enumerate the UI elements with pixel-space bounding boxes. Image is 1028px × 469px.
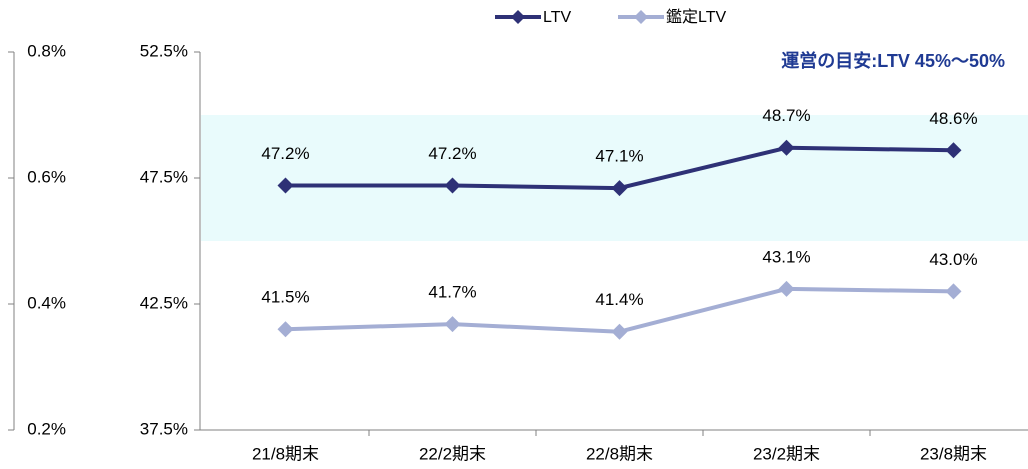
point bbox=[778, 139, 795, 156]
data-label: 43.1% bbox=[762, 247, 810, 266]
data-label: 47.2% bbox=[428, 144, 476, 163]
y2-tick-label: 0.8% bbox=[27, 41, 66, 60]
data-label: 47.2% bbox=[261, 144, 309, 163]
point bbox=[444, 177, 461, 194]
point bbox=[611, 180, 628, 197]
legend-marker bbox=[634, 10, 648, 24]
x-tick-label: 23/8期末 bbox=[920, 444, 987, 463]
x-tick-label: 22/8期末 bbox=[586, 444, 653, 463]
data-label: 48.6% bbox=[929, 109, 977, 128]
data-label: 43.0% bbox=[929, 250, 977, 269]
data-label: 41.5% bbox=[261, 288, 309, 307]
x-tick-label: 23/2期末 bbox=[753, 444, 820, 463]
y2-tick-label: 0.6% bbox=[27, 167, 66, 186]
point bbox=[444, 316, 461, 333]
target-band bbox=[201, 115, 1028, 241]
data-label: 47.1% bbox=[595, 147, 643, 166]
point bbox=[277, 177, 294, 194]
x-tick-label: 22/2期末 bbox=[419, 444, 486, 463]
legend-marker bbox=[511, 10, 525, 24]
point bbox=[945, 283, 962, 300]
point bbox=[277, 321, 294, 338]
data-label: 41.4% bbox=[595, 290, 643, 309]
y-tick-label: 37.5% bbox=[140, 419, 188, 438]
x-tick-label: 21/8期末 bbox=[252, 444, 319, 463]
annotation: 運営の目安:LTV 45%～50% bbox=[781, 50, 1005, 71]
data-label: 41.7% bbox=[428, 283, 476, 302]
y2-tick-label: 0.4% bbox=[27, 293, 66, 312]
point bbox=[945, 142, 962, 159]
point bbox=[611, 323, 628, 340]
data-label: 48.7% bbox=[762, 106, 810, 125]
point bbox=[778, 280, 795, 297]
y-tick-label: 42.5% bbox=[140, 293, 188, 312]
y-tick-label: 52.5% bbox=[140, 41, 188, 60]
y2-tick-label: 0.2% bbox=[27, 419, 66, 438]
legend-label: LTV bbox=[543, 9, 571, 26]
y-tick-label: 47.5% bbox=[140, 167, 188, 186]
legend-label: 鑑定LTV bbox=[666, 8, 726, 26]
